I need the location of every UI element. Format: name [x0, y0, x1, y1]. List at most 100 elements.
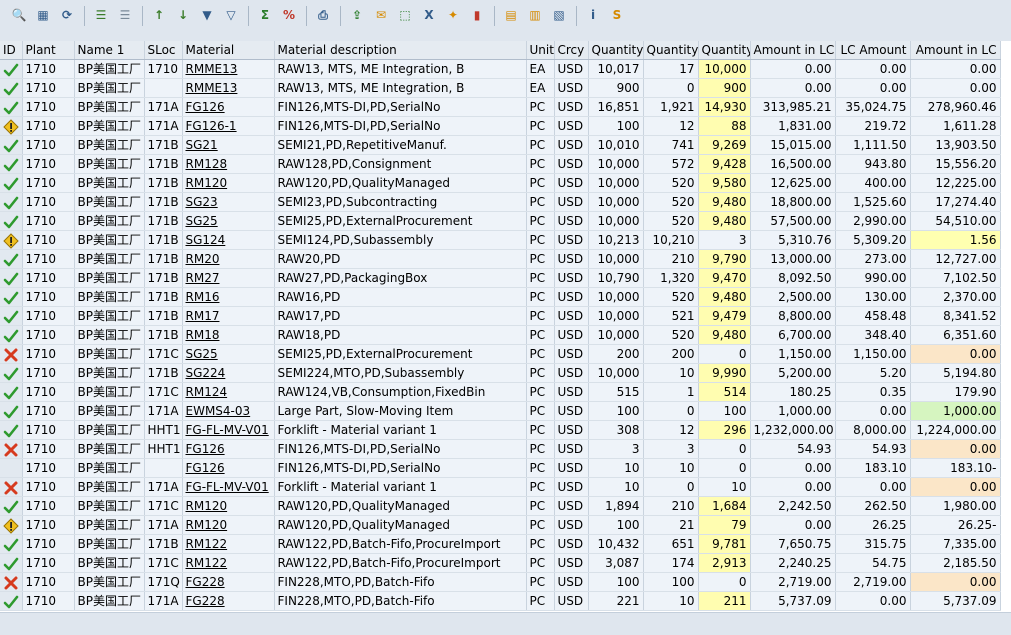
currency-cell[interactable]: USD	[554, 572, 589, 592]
currency-cell[interactable]: USD	[554, 287, 589, 307]
material-description-cell[interactable]: RAW13, MTS, ME Integration, B	[274, 78, 527, 98]
sloc-cell[interactable]	[144, 78, 183, 98]
amount-in-lc-2-cell[interactable]: 2,370.00	[910, 287, 1001, 307]
quantity-2-cell[interactable]: 10	[643, 363, 699, 383]
print-preview-icon[interactable]: ⎙	[318, 8, 328, 22]
amount-in-lc-2-cell[interactable]: 278,960.46	[910, 97, 1001, 117]
save-file-icon[interactable]: ⬚	[399, 8, 411, 22]
lc-amount-cell[interactable]: 35,024.75	[835, 97, 911, 117]
material-cell[interactable]: SG124	[182, 230, 275, 250]
status-cell[interactable]	[0, 154, 23, 174]
name1-cell[interactable]: BP美国工厂	[74, 534, 145, 554]
plant-cell[interactable]: 1710	[22, 515, 75, 535]
status-cell[interactable]	[0, 287, 23, 307]
material-link[interactable]: RM17	[185, 309, 220, 323]
table-row[interactable]: 1710 BP美国工厂 171C RM122 RAW122,PD,Batch-Fifo,…	[0, 553, 1001, 573]
change-layout-icon[interactable]: ▤	[505, 8, 517, 22]
table-row[interactable]: 1710 BP美国工厂 171A EWMS4-03 Large Part, Slow-M…	[0, 401, 1001, 421]
amount-in-lc-1-cell[interactable]: 0.00	[750, 458, 836, 478]
lc-amount-cell[interactable]: 0.35	[835, 382, 911, 402]
amount-in-lc-2-cell[interactable]: 54,510.00	[910, 211, 1001, 231]
material-cell[interactable]: FG-FL-MV-V01	[182, 420, 275, 440]
lc-amount-cell[interactable]: 1,111.50	[835, 135, 911, 155]
table-row[interactable]: 1710 BP美国工厂 171A FG-FL-MV-V01 Forklift - Mat…	[0, 477, 1001, 497]
amount-in-lc-2-cell[interactable]: 0.00	[910, 572, 1001, 592]
material-cell[interactable]: SG25	[182, 211, 275, 231]
amount-in-lc-1-cell[interactable]: 0.00	[750, 515, 836, 535]
material-link[interactable]: FG228	[185, 575, 225, 589]
amount-in-lc-2-cell[interactable]: 26.25-	[910, 515, 1001, 535]
currency-cell[interactable]: USD	[554, 325, 589, 345]
currency-cell[interactable]: USD	[554, 344, 589, 364]
currency-cell[interactable]: USD	[554, 59, 589, 79]
amount-in-lc-1-cell[interactable]: 5,200.00	[750, 363, 836, 383]
lc-amount-cell[interactable]: 315.75	[835, 534, 911, 554]
sum-icon[interactable]: Σ	[260, 8, 270, 22]
name1-cell[interactable]: BP美国工厂	[74, 268, 145, 288]
material-cell[interactable]: FG228	[182, 591, 275, 611]
material-link[interactable]: FG126-1	[185, 119, 237, 133]
material-link[interactable]: SG21	[185, 138, 218, 152]
material-description-cell[interactable]: FIN228,MTO,PD,Batch-Fifo	[274, 591, 527, 611]
table-row[interactable]: 1710 BP美国工厂 171B RM120 RAW120,PD,QualityMana…	[0, 173, 1001, 193]
sloc-cell[interactable]: 171C	[144, 553, 183, 573]
plant-cell[interactable]: 1710	[22, 382, 75, 402]
name1-cell[interactable]: BP美国工厂	[74, 477, 145, 497]
material-link[interactable]: RM122	[185, 556, 228, 570]
plant-cell[interactable]: 1710	[22, 154, 75, 174]
amount-in-lc-2-cell[interactable]: 7,335.00	[910, 534, 1001, 554]
name1-cell[interactable]: BP美国工厂	[74, 287, 145, 307]
unit-cell[interactable]: PC	[526, 363, 555, 383]
col-header-quantity-3[interactable]: Quantity	[698, 41, 751, 60]
material-link[interactable]: RMME13	[185, 81, 238, 95]
quantity-1-cell[interactable]: 10,000	[588, 192, 644, 212]
name1-cell[interactable]: BP美国工厂	[74, 173, 145, 193]
col-header-amount-in-lc-1[interactable]: Amount in LC	[750, 41, 836, 60]
material-description-cell[interactable]: SEMI224,MTO,PD,Subassembly	[274, 363, 527, 383]
name1-cell[interactable]: BP美国工厂	[74, 211, 145, 231]
unit-cell[interactable]: PC	[526, 515, 555, 535]
quantity-1-cell[interactable]: 308	[588, 420, 644, 440]
name1-cell[interactable]: BP美国工厂	[74, 515, 145, 535]
lc-amount-cell[interactable]: 0.00	[835, 591, 911, 611]
material-cell[interactable]: RM124	[182, 382, 275, 402]
mail-icon[interactable]: ✉	[375, 8, 387, 22]
sloc-cell[interactable]: 171Q	[144, 572, 183, 592]
currency-cell[interactable]: USD	[554, 458, 589, 478]
quantity-3-cell[interactable]: 9,781	[698, 534, 751, 554]
lc-amount-cell[interactable]: 54.75	[835, 553, 911, 573]
quantity-2-cell[interactable]: 1	[643, 382, 699, 402]
sort-ascending-icon[interactable]: ↑	[153, 8, 165, 22]
material-description-cell[interactable]: Forklift - Material variant 1	[274, 477, 527, 497]
plant-cell[interactable]: 1710	[22, 477, 75, 497]
quantity-3-cell[interactable]: 9,470	[698, 268, 751, 288]
quantity-3-cell[interactable]: 79	[698, 515, 751, 535]
col-header-sloc[interactable]: SLoc	[144, 41, 183, 60]
status-cell[interactable]	[0, 420, 23, 440]
name1-cell[interactable]: BP美国工厂	[74, 154, 145, 174]
lc-amount-cell[interactable]: 2,719.00	[835, 572, 911, 592]
amount-in-lc-2-cell[interactable]: 15,556.20	[910, 154, 1001, 174]
quantity-2-cell[interactable]: 3	[643, 439, 699, 459]
name1-cell[interactable]: BP美国工厂	[74, 420, 145, 440]
col-header-quantity-1[interactable]: Quantity	[588, 41, 644, 60]
material-link[interactable]: FG228	[185, 594, 225, 608]
plant-cell[interactable]: 1710	[22, 211, 75, 231]
name1-cell[interactable]: BP美国工厂	[74, 78, 145, 98]
material-description-cell[interactable]: FIN126,MTS-DI,PD,SerialNo	[274, 458, 527, 478]
material-description-cell[interactable]: RAW16,PD	[274, 287, 527, 307]
status-cell[interactable]	[0, 344, 23, 364]
sloc-cell[interactable]: 171B	[144, 306, 183, 326]
name1-cell[interactable]: BP美国工厂	[74, 249, 145, 269]
quantity-2-cell[interactable]: 12	[643, 116, 699, 136]
status-cell[interactable]	[0, 363, 23, 383]
sloc-cell[interactable]: 171A	[144, 591, 183, 611]
currency-cell[interactable]: USD	[554, 192, 589, 212]
material-link[interactable]: SG124	[185, 233, 226, 247]
plant-cell[interactable]: 1710	[22, 363, 75, 383]
export-icon[interactable]: ⇪	[351, 8, 363, 22]
amount-in-lc-2-cell[interactable]: 1,980.00	[910, 496, 1001, 516]
select-all-icon[interactable]: ☰	[95, 8, 107, 22]
quantity-3-cell[interactable]: 100	[698, 401, 751, 421]
currency-cell[interactable]: USD	[554, 534, 589, 554]
